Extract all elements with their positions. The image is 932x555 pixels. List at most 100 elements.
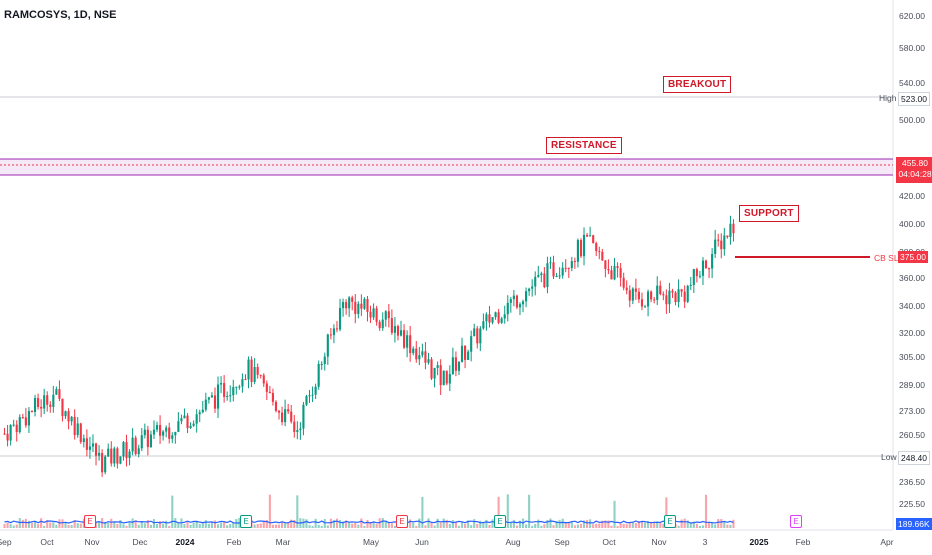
candle-body [506, 302, 509, 315]
candle-body [622, 277, 625, 288]
volume-bar [412, 522, 415, 528]
volume-bar [24, 518, 27, 528]
volume-bar [534, 524, 537, 528]
candle-body [558, 275, 561, 277]
volume-bar [131, 518, 134, 528]
volume-bar [390, 523, 393, 528]
resistance-annotation[interactable]: RESISTANCE [546, 137, 622, 154]
candle-body [67, 411, 70, 422]
candle-body [210, 395, 213, 398]
earnings-marker[interactable]: E [494, 515, 506, 528]
candle-body [277, 410, 281, 413]
volume-bar [637, 521, 640, 528]
volume-bar [220, 522, 223, 528]
candle-body [311, 394, 314, 396]
candle-body [64, 411, 67, 417]
candle-body [595, 243, 598, 252]
candle-body [110, 448, 113, 464]
volume-bar [149, 524, 152, 528]
volume-bar [442, 518, 445, 528]
price-tick: 225.50 [899, 499, 925, 509]
volume-bar [351, 523, 354, 528]
volume-bar [110, 518, 113, 528]
volume-bar [592, 524, 595, 528]
candle-body [94, 443, 98, 456]
volume-bar [329, 518, 332, 528]
symbol-title[interactable]: RAMCOSYS, 1D, NSE [4, 9, 117, 21]
price-tick: 236.50 [899, 477, 925, 487]
volume-bar [122, 524, 125, 528]
candle-body [653, 299, 656, 301]
volume-bar [256, 524, 259, 528]
earnings-marker[interactable]: E [84, 515, 96, 528]
volume-bar [607, 520, 610, 528]
volume-bar [204, 520, 207, 528]
volume-bar [128, 522, 131, 528]
date-tick: May [362, 537, 380, 547]
candle-body [351, 297, 354, 302]
candle-body [415, 348, 418, 360]
cbsl-value-tag: 375.00 [898, 251, 928, 263]
candle-body [381, 319, 384, 329]
cbsl-label: CB SL [874, 253, 899, 263]
volume-bar [335, 518, 339, 528]
candle-body [198, 412, 201, 415]
support-annotation[interactable]: SUPPORT [739, 205, 799, 222]
volume-bar [43, 525, 46, 528]
candle-body [18, 417, 21, 433]
candle-body [488, 314, 491, 323]
volume-bar [579, 523, 583, 528]
candle-body [238, 386, 241, 388]
volume-bar [6, 522, 9, 528]
volume-bar [555, 521, 558, 528]
volume-bar [576, 524, 579, 528]
volume-bar [140, 521, 143, 528]
volume-bar [708, 522, 711, 528]
volume-bar [711, 521, 714, 528]
volume-bar [628, 521, 631, 528]
volume-bar [155, 524, 159, 528]
candle-body [223, 383, 226, 397]
breakout-annotation[interactable]: BREAKOUT [663, 76, 732, 93]
candle-body [470, 336, 473, 352]
candle-body [637, 291, 640, 300]
candle-body [424, 351, 427, 363]
candle-body [726, 235, 729, 238]
candle-body [732, 223, 735, 234]
earnings-marker[interactable]: E [396, 515, 408, 528]
candle-body [409, 335, 412, 354]
earnings-marker[interactable]: E [790, 515, 802, 528]
candle-body [451, 357, 454, 375]
candle-body [448, 374, 451, 384]
date-tick: Nov [651, 537, 667, 547]
candle-body [647, 291, 650, 307]
candle-body [576, 240, 579, 262]
volume-bar [393, 525, 396, 528]
candle-body [241, 379, 244, 387]
candle-body [186, 415, 189, 429]
last-price-value: 455.80 [902, 158, 928, 168]
date-tick: Aug [505, 537, 521, 547]
volume-bar [476, 523, 479, 528]
volume-bar [76, 523, 79, 528]
candle-body [573, 261, 576, 263]
volume-bar [653, 522, 656, 528]
candle-body [146, 429, 149, 448]
candle-body [701, 260, 705, 276]
candle-body [582, 234, 586, 257]
volume-bar [726, 524, 729, 528]
earnings-marker[interactable]: E [664, 515, 676, 528]
volume-bar [698, 525, 701, 528]
candle-body [55, 389, 58, 395]
volume-bar [125, 525, 128, 528]
earnings-marker[interactable]: E [240, 515, 252, 528]
candle-body [320, 363, 323, 365]
candle-body [561, 267, 564, 276]
candle-body [375, 308, 378, 322]
candle-body [52, 394, 55, 407]
candle-body [88, 446, 91, 450]
volume-bar [146, 520, 149, 528]
candle-body [284, 409, 287, 423]
candle-body [634, 288, 637, 292]
candle-body [714, 239, 717, 254]
